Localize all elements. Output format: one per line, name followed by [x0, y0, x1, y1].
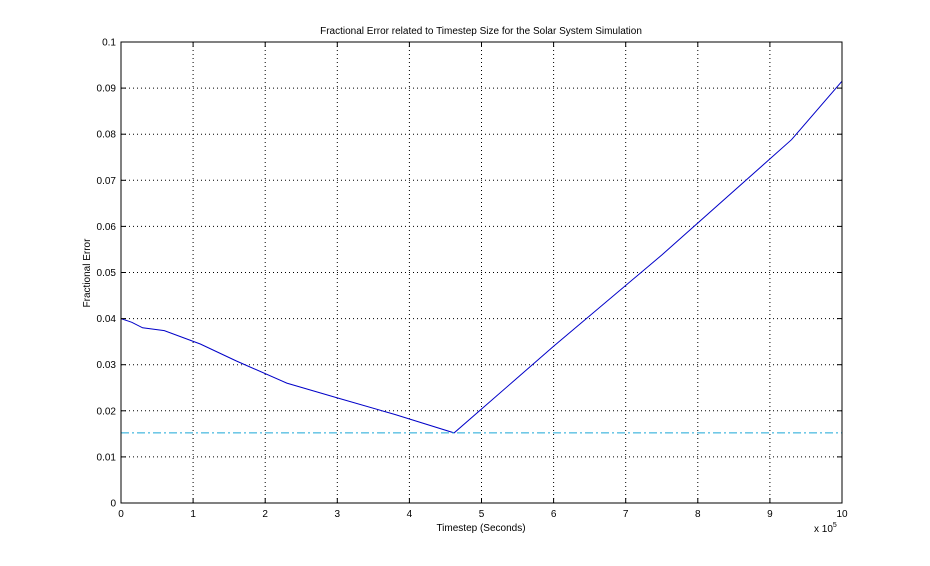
x-tick-label: 1 — [190, 509, 196, 520]
x-axis-ticks: 0 1 2 3 4 5 6 7 8 9 10 — [118, 42, 848, 520]
y-tick-label: 0.08 — [97, 130, 117, 141]
y-tick-label: 0.04 — [97, 314, 117, 325]
y-tick-label: 0.02 — [97, 406, 117, 417]
x-multiplier-exponent: 5 — [833, 522, 837, 529]
y-axis-ticks: 0 0.01 0.02 0.03 0.04 0.05 0.06 0.07 0.08 0.09 0.1 — [97, 38, 842, 510]
series-layer — [120, 80, 843, 434]
y-tick-label: 0.1 — [102, 38, 116, 49]
x-tick-label: 8 — [695, 509, 701, 520]
y-axis-label: Fractional Error — [82, 238, 93, 308]
chart-title: Fractional Error related to Timestep Siz… — [320, 26, 642, 37]
x-tick-label: 6 — [551, 509, 557, 520]
grid-lines — [121, 42, 842, 503]
x-tick-label: 7 — [623, 509, 629, 520]
y-tick-label: 0.01 — [97, 452, 117, 463]
x-tick-label: 4 — [407, 509, 413, 520]
x-axis-multiplier: x 105 — [814, 522, 837, 535]
y-tick-label: 0 — [110, 499, 116, 510]
y-tick-label: 0.03 — [97, 360, 117, 371]
x-tick-label: 0 — [118, 509, 124, 520]
x-tick-label: 5 — [479, 509, 485, 520]
x-tick-label: 10 — [836, 509, 848, 520]
x-tick-label: 2 — [262, 509, 268, 520]
y-tick-label: 0.05 — [97, 268, 117, 279]
y-tick-label: 0.09 — [97, 84, 117, 95]
x-axis-label: Timestep (Seconds) — [436, 523, 525, 534]
y-tick-label: 0.07 — [97, 176, 117, 187]
y-tick-label: 0.06 — [97, 222, 117, 233]
x-multiplier-base: x 10 — [814, 524, 833, 535]
x-tick-label: 9 — [767, 509, 773, 520]
series-line-1 — [120, 80, 843, 434]
x-tick-label: 3 — [335, 509, 341, 520]
